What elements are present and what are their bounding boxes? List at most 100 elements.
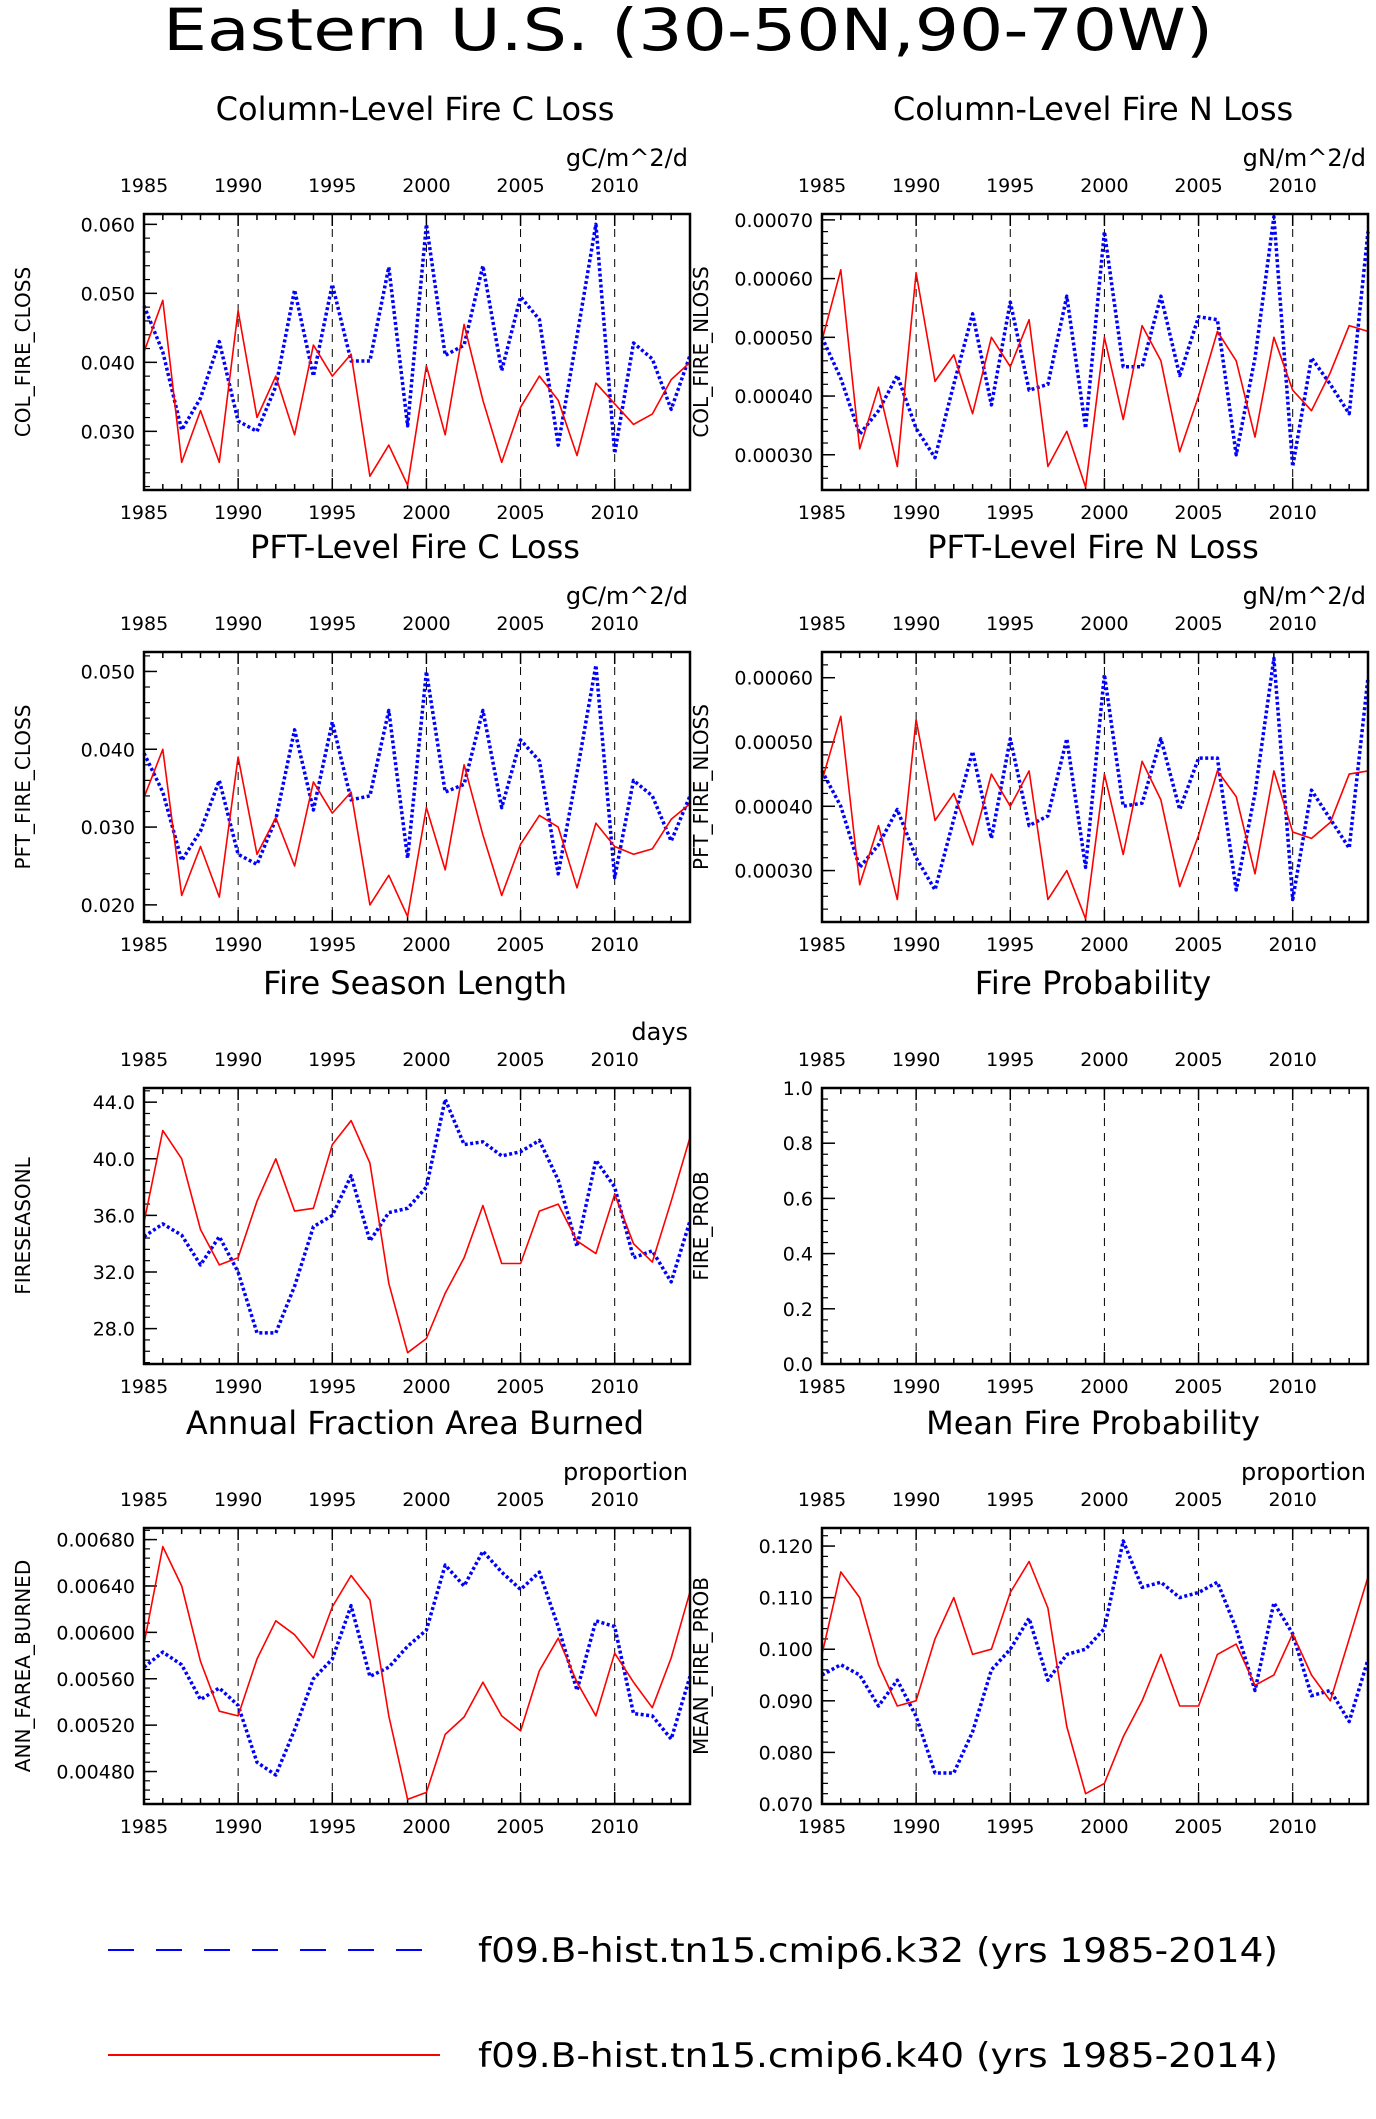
x-tick-label-bottom: 2000 [402,934,450,956]
y-tick-label: 0.4 [783,1244,813,1266]
y-tick-label: 0.050 [81,661,135,683]
x-tick-label-bottom: 2010 [1269,1376,1317,1398]
x-tick-label-bottom: 2000 [402,1816,450,1838]
x-tick-label-bottom: 2005 [496,502,544,524]
y-tick-label: 0.060 [81,214,135,236]
x-tick-label-top: 2005 [1174,175,1222,197]
x-tick-label-bottom: 2005 [1174,934,1222,956]
plot-frame [142,1086,692,1366]
x-tick-label-top: 1990 [892,175,940,197]
panel-title: Annual Fraction Area Burned [186,1404,644,1442]
chart-panels: Column-Level Fire C Loss gC/m^2/d 1985 1985… [11,90,1370,1838]
units-label: proportion [1241,1458,1366,1486]
x-tick-label-bottom: 1995 [986,502,1034,524]
series-line-k32 [142,222,692,456]
series-line-k32 [142,663,692,880]
x-tick-label-top: 2000 [1080,1049,1128,1071]
units-label: gN/m^2/d [1243,582,1366,610]
units-label: days [631,1018,688,1046]
x-tick-label-top: 2000 [402,1489,450,1511]
x-tick-label-top: 2005 [496,613,544,635]
x-tick-label-top: 2005 [496,1489,544,1511]
panel-title: Column-Level Fire C Loss [216,90,615,128]
x-tick-label-top: 1995 [986,1049,1034,1071]
series-line-k32 [142,1549,692,1777]
y-tick-label: 1.0 [783,1078,813,1100]
x-tick-label-top: 2005 [1174,613,1222,635]
x-tick-label-top: 2000 [402,175,450,197]
x-tick-label-bottom: 1985 [798,1816,846,1838]
x-tick-label-top: 2005 [1174,1049,1222,1071]
series-line-k40 [821,268,1369,488]
x-tick-label-bottom: 2005 [496,934,544,956]
x-tick-label-top: 2000 [402,1049,450,1071]
y-tick-label: 0.070 [759,1794,813,1816]
x-tick-label-bottom: 2000 [402,1376,450,1398]
plot-frame [142,212,692,492]
legend-label-k32: f09.B-hist.tn15.cmip6.k32 (yrs 1985-2014… [478,1931,1278,1971]
plot-frame [820,1086,1370,1366]
x-tick-label-top: 1995 [308,1489,356,1511]
units-label: proportion [563,1458,688,1486]
panel-mean_fire_prob: Mean Fire Probability proportion 1985 1985 1… [689,1404,1370,1838]
x-tick-label-top: 1990 [214,1049,262,1071]
y-tick-label: 0.00040 [734,386,813,408]
panel-pft_fire_nloss: PFT-Level Fire N Loss gN/m^2/d 1985 1985 199… [689,528,1370,956]
x-tick-label-top: 1990 [892,1049,940,1071]
y-tick-label: 0.050 [81,283,135,305]
x-tick-label-bottom: 2000 [1080,1816,1128,1838]
y-tick-label: 0.0 [783,1354,813,1376]
panel-col_fire_nloss: Column-Level Fire N Loss gN/m^2/d 1985 1985… [689,90,1370,524]
panel-title: Fire Probability [975,964,1211,1002]
panel-title: PFT-Level Fire C Loss [250,528,580,566]
x-tick-label-bottom: 2005 [1174,1816,1222,1838]
panel-pft_fire_closs: PFT-Level Fire C Loss gC/m^2/d 1985 1985 199… [11,528,692,956]
x-tick-label-top: 1995 [308,1049,356,1071]
x-tick-label-bottom: 1990 [214,1816,262,1838]
x-tick-label-top: 2000 [1080,1489,1128,1511]
y-tick-label: 0.00040 [734,796,813,818]
y-tick-label: 0.00070 [734,210,813,232]
x-tick-label-top: 1990 [892,1489,940,1511]
x-tick-label-bottom: 2005 [496,1816,544,1838]
x-tick-label-top: 2000 [402,613,450,635]
y-axis-label: COL_FIRE_NLOSS [689,266,713,437]
x-tick-label-bottom: 1995 [308,934,356,956]
panel-title: Mean Fire Probability [926,1404,1260,1442]
plot-frame [142,1526,692,1806]
y-tick-label: 0.00680 [56,1530,135,1552]
x-tick-label-bottom: 1985 [120,1376,168,1398]
x-tick-label-top: 2010 [1269,175,1317,197]
plot-frame [820,212,1370,492]
x-tick-label-top: 1985 [798,1049,846,1071]
x-tick-label-top: 2005 [496,175,544,197]
plot-frame [820,1526,1370,1806]
y-tick-label: 0.00060 [734,668,813,690]
y-axis-label: ANN_FAREA_BURNED [11,1560,35,1772]
x-tick-label-bottom: 2010 [591,1376,639,1398]
x-tick-label-bottom: 2000 [1080,502,1128,524]
x-tick-label-bottom: 1985 [120,502,168,524]
x-tick-label-top: 2000 [1080,613,1128,635]
series-line-k32 [820,215,1370,469]
y-tick-label: 0.040 [81,739,135,761]
y-tick-label: 0.00050 [734,732,813,754]
y-tick-label: 0.100 [759,1639,813,1661]
x-tick-label-top: 2010 [1269,1049,1317,1071]
x-tick-label-top: 1985 [798,1489,846,1511]
series-line-k40 [821,1560,1369,1795]
x-tick-label-bottom: 2010 [1269,502,1317,524]
x-tick-label-bottom: 1995 [308,1816,356,1838]
y-tick-label: 0.120 [759,1536,813,1558]
y-axis-label: PFT_FIRE_NLOSS [689,704,713,870]
x-tick-label-bottom: 1995 [986,1376,1034,1398]
series-line-k40 [143,1545,691,1801]
y-tick-label: 0.00520 [56,1715,135,1737]
series-line-k32 [143,1097,692,1335]
plot-frame [142,650,692,924]
y-tick-label: 0.2 [783,1299,813,1321]
x-tick-label-top: 1985 [798,613,846,635]
x-tick-label-bottom: 2010 [591,502,639,524]
x-tick-label-top: 2010 [591,1049,639,1071]
y-axis-label: COL_FIRE_CLOSS [11,267,35,437]
